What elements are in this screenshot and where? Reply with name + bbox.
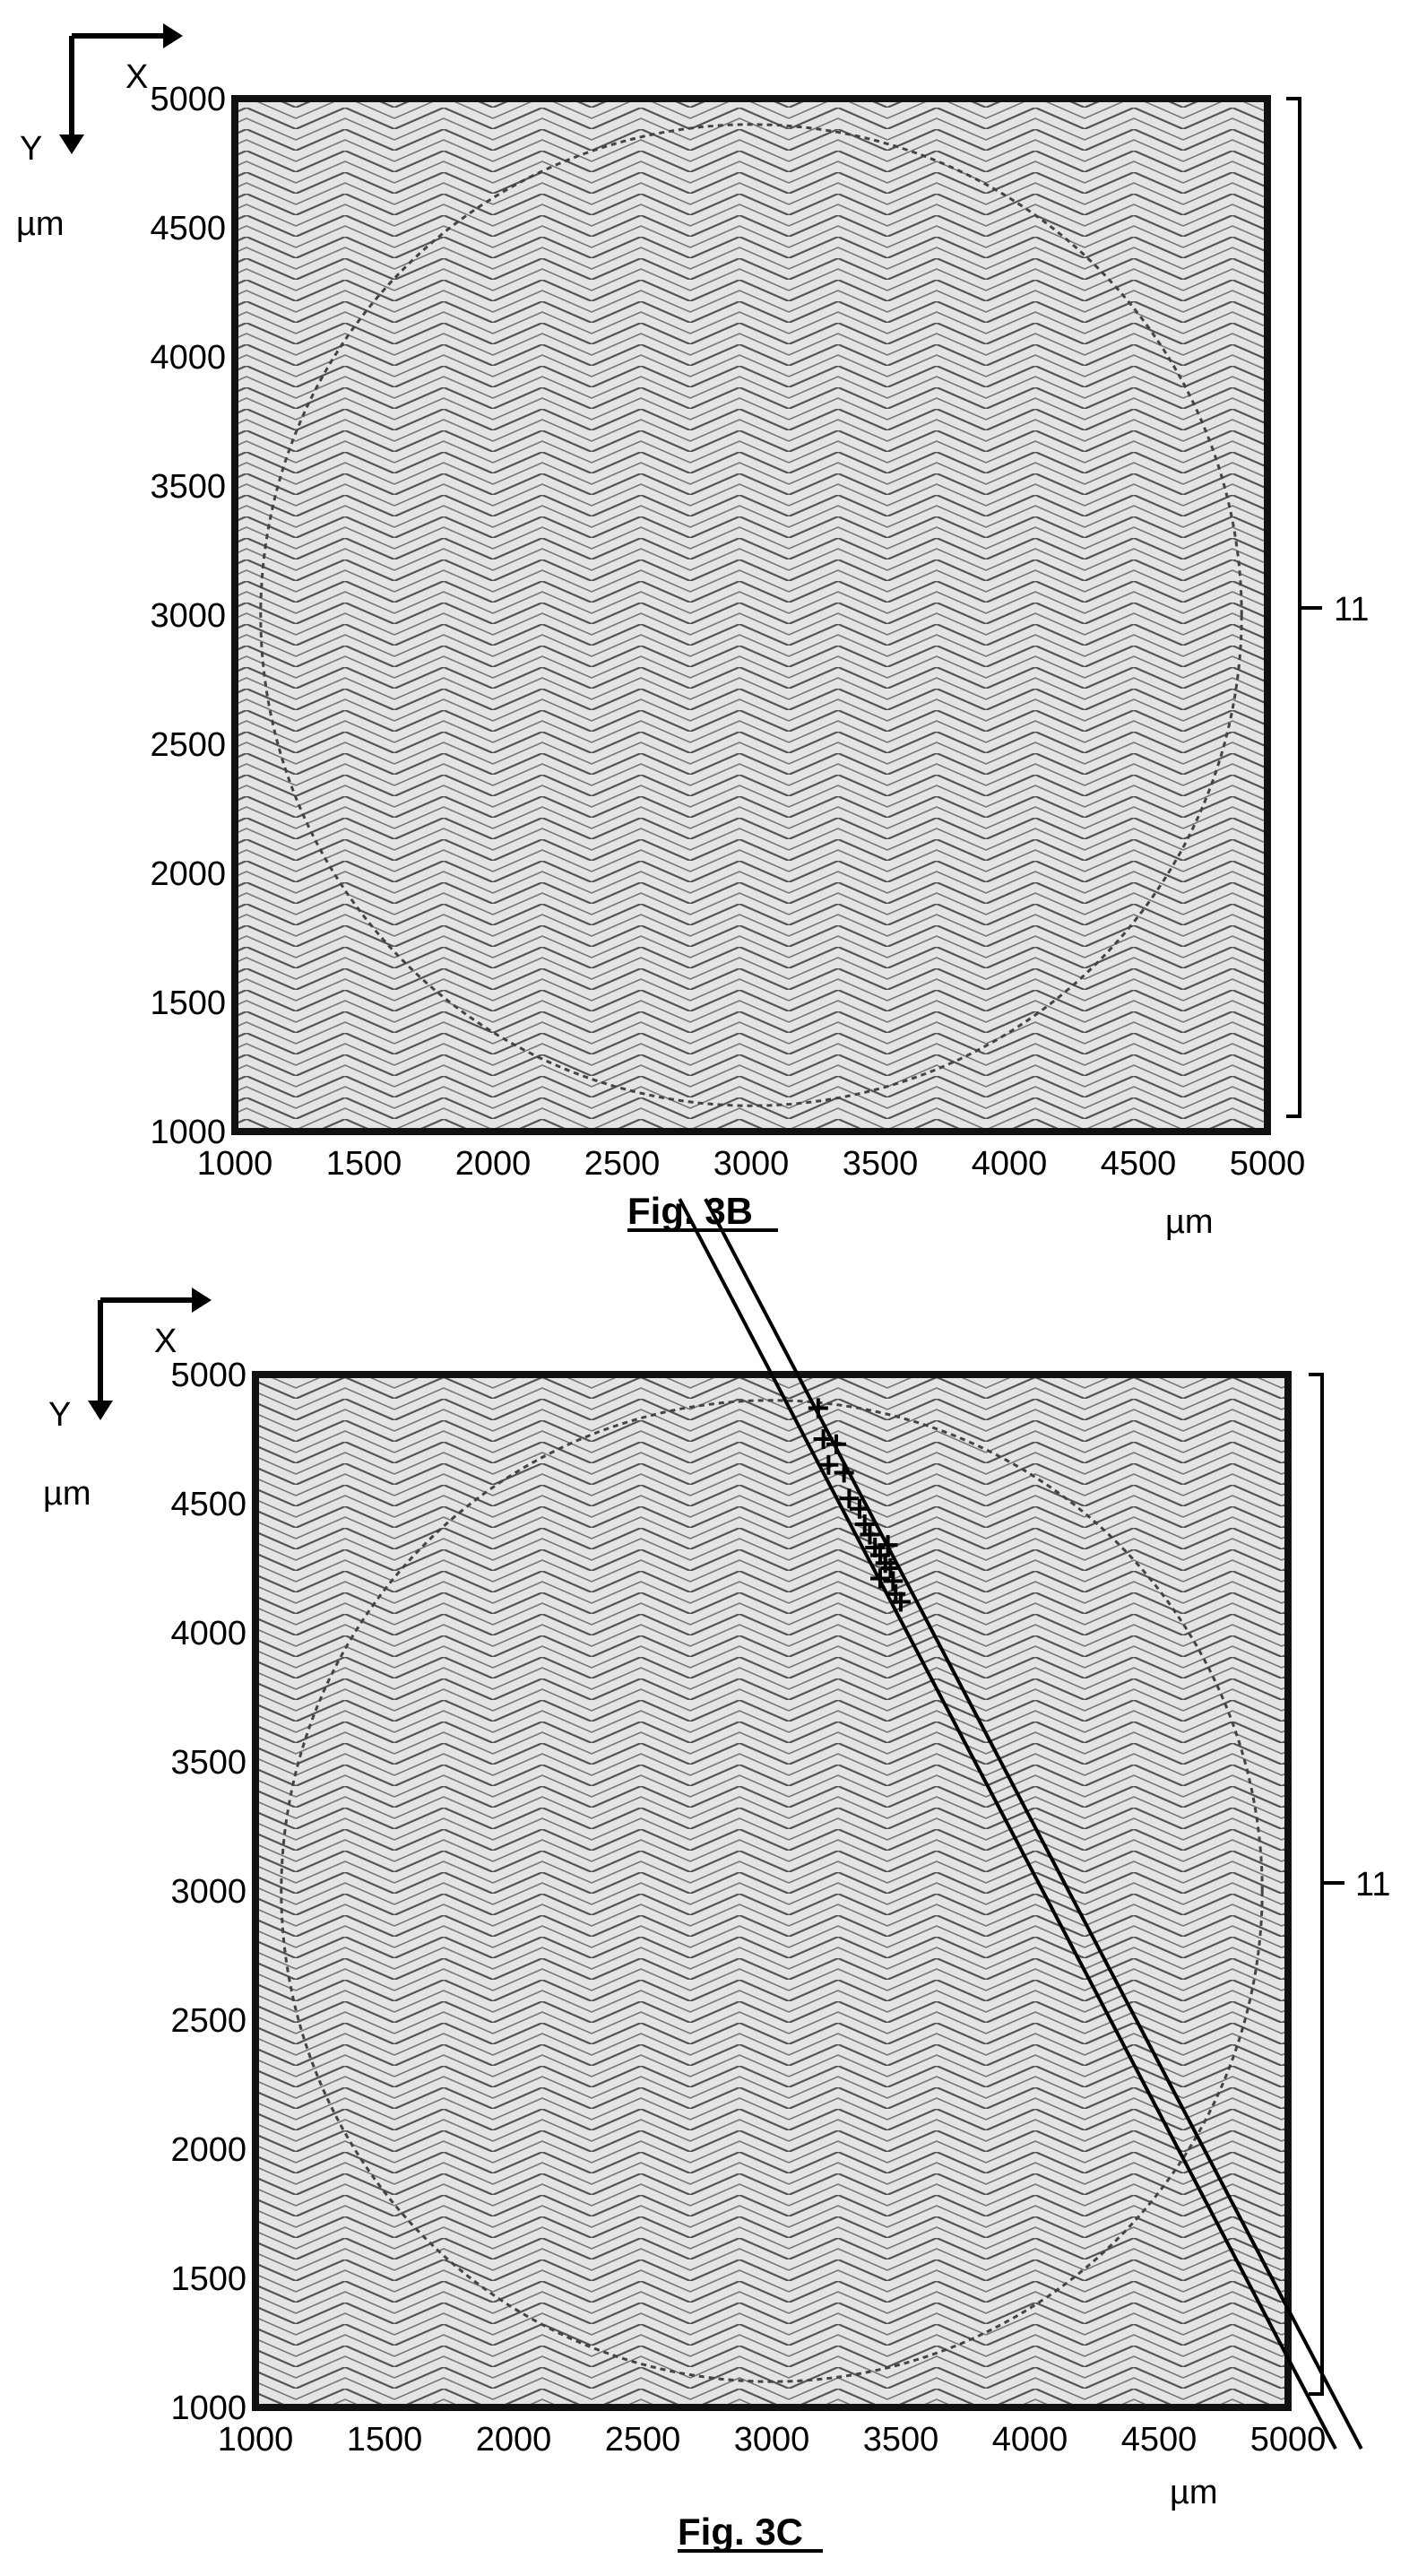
marker-cross	[883, 1571, 904, 1592]
figure-caption: Fig. 3B	[627, 1190, 753, 1232]
y-unit-label: µm	[43, 1475, 91, 1513]
y-tick-label: 4500	[150, 210, 226, 247]
x-tick-label: 4000	[992, 2421, 1068, 2459]
x-tick-labels: 1000 1500 2000 2500 3000 3500 4000 4500 5000	[197, 1145, 1306, 1183]
x-direction-letter: X	[125, 58, 148, 96]
x-tick-label: 3500	[863, 2421, 939, 2459]
axis-direction-indicator: X Y	[20, 23, 183, 168]
y-direction-letter: Y	[20, 130, 42, 168]
y-tick-label: 2000	[170, 2131, 246, 2169]
x-tick-labels: 1000 1500 2000 2500 3000 3500 4000 4500 5000	[218, 2421, 1327, 2459]
y-tick-label: 1000	[150, 1114, 226, 1151]
marker-cross	[891, 1592, 911, 1612]
y-direction-letter: Y	[48, 1396, 71, 1434]
x-tick-label: 1000	[218, 2421, 294, 2459]
y-tick-label: 4000	[170, 1615, 246, 1652]
x-tick-label: 4500	[1121, 2421, 1198, 2459]
circle-boundary	[259, 123, 1243, 1107]
reference-bracket: 11	[1309, 1373, 1390, 2396]
y-tick-label: 4500	[170, 1486, 246, 1523]
figure-caption: Fig. 3C	[678, 2511, 803, 2553]
y-tick-label: 1000	[170, 2390, 246, 2427]
x-tick-label: 1000	[197, 1145, 273, 1183]
marker-cross	[880, 1558, 901, 1578]
x-tick-label: 5000	[1230, 1145, 1306, 1183]
marker-cross	[878, 1535, 898, 1556]
y-tick-label: 2500	[150, 726, 226, 764]
reference-numeral: 11	[1334, 591, 1369, 629]
scan-pattern-area	[231, 95, 1271, 1135]
markers	[808, 1398, 911, 1612]
x-tick-label: 4000	[972, 1145, 1048, 1183]
y-tick-label: 5000	[150, 81, 226, 118]
marker-cross	[839, 1488, 860, 1509]
marker-cross	[813, 1429, 834, 1449]
marker-cross	[869, 1568, 890, 1589]
x-tick-label: 2000	[455, 1145, 532, 1183]
scan-pattern-area	[252, 1371, 1292, 2411]
x-tick-label: 5000	[1250, 2421, 1327, 2459]
marker-cross	[826, 1434, 846, 1454]
scan-line	[678, 1198, 1337, 2450]
marker-cross	[860, 1524, 880, 1545]
y-tick-label: 3000	[170, 1873, 246, 1911]
y-tick-label: 1500	[170, 2260, 246, 2298]
x-tick-label: 3000	[734, 2421, 810, 2459]
marker-cross	[808, 1398, 828, 1418]
x-direction-letter: X	[154, 1323, 177, 1360]
y-tick-label: 3000	[150, 597, 226, 635]
y-tick-label: 4000	[150, 339, 226, 377]
y-tick-label: 1500	[150, 984, 226, 1022]
x-tick-label: 2500	[584, 1145, 661, 1183]
marker-cross	[849, 1498, 869, 1519]
y-tick-labels: 1000 1500 2000 2500 3000 3500 4000 4500 5000	[150, 81, 226, 1151]
x-tick-label: 3000	[713, 1145, 790, 1183]
y-tick-label: 5000	[170, 1357, 246, 1394]
marker-cross	[834, 1462, 854, 1483]
x-tick-label: 2500	[605, 2421, 681, 2459]
y-tick-label: 3500	[150, 468, 226, 506]
x-tick-label: 3500	[843, 1145, 919, 1183]
reference-numeral: 11	[1355, 1866, 1390, 1904]
x-unit-label: µm	[1170, 2474, 1218, 2511]
x-unit-label: µm	[1165, 1203, 1214, 1241]
marker-cross	[854, 1514, 875, 1535]
figure-3c: X Y µm 1000 1500 2000 2500 3000 3500 4000 4500 5…	[43, 1198, 1390, 2553]
axis-direction-indicator: X Y	[48, 1288, 212, 1434]
y-tick-label: 2000	[150, 855, 226, 893]
x-tick-label: 1500	[347, 2421, 423, 2459]
marker-cross	[818, 1454, 839, 1475]
y-tick-labels: 1000 1500 2000 2500 3000 3500 4000 4500 5000	[170, 1357, 246, 2427]
y-tick-label: 3500	[170, 1744, 246, 1782]
x-tick-label: 1500	[326, 1145, 402, 1183]
y-tick-label: 2500	[170, 2002, 246, 2040]
circle-boundary	[280, 1399, 1264, 2383]
x-tick-label: 4500	[1101, 1145, 1177, 1183]
figure-3b: X Y µm 1000 1500 2000 2500 3000 3500 4000 4500 5…	[16, 23, 1369, 1241]
x-tick-label: 2000	[476, 2421, 552, 2459]
reference-bracket: 11	[1286, 97, 1369, 1118]
y-unit-label: µm	[16, 205, 65, 243]
